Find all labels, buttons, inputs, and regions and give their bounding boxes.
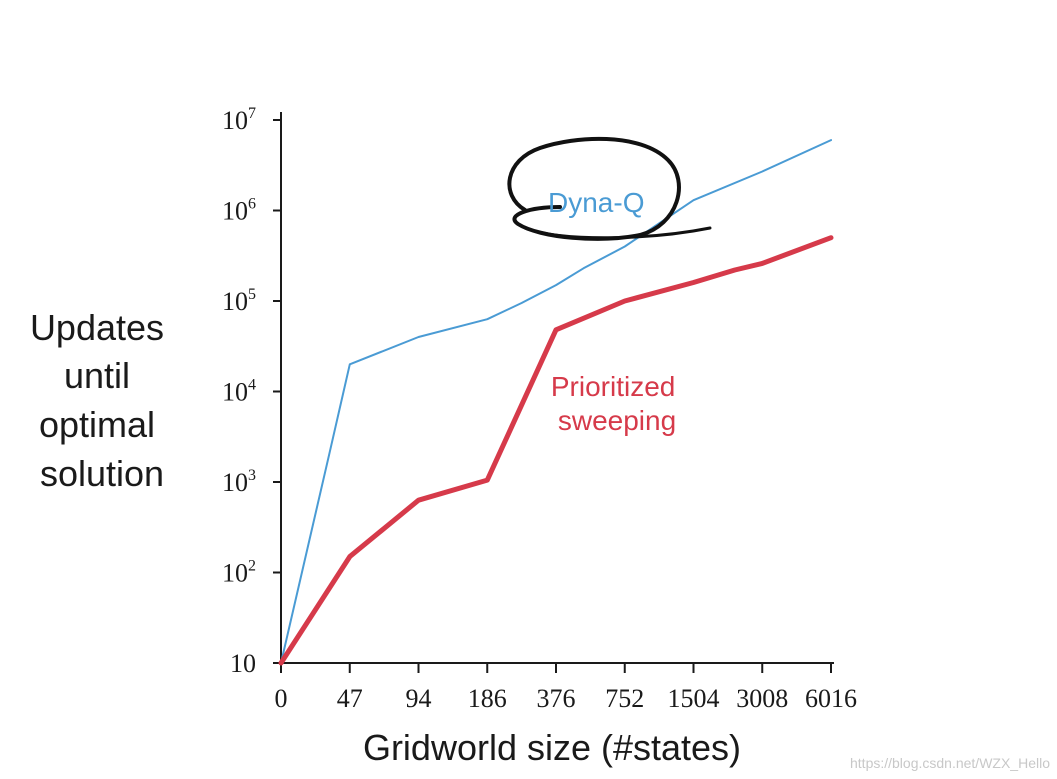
y-tick-label-base: 10 (222, 287, 248, 316)
series-label-prioritized-line-1: Prioritized (551, 371, 675, 402)
y-axis-title-line-4: solution (40, 453, 164, 494)
series-line-dyna-q (280, 139, 832, 664)
y-tick-label-exponent: 4 (248, 377, 256, 394)
y-tick-label-exponent: 7 (248, 105, 256, 122)
series-line-prioritized-sweeping (278, 235, 834, 666)
hand-drawn-circle-tail (523, 226, 712, 240)
hand-drawn-circle-annotation (507, 136, 681, 241)
y-tick-label: 104 (222, 377, 256, 407)
y-tick-label: 102 (222, 558, 256, 588)
x-tick-label: 186 (468, 684, 507, 713)
series-label-dyna-q: Dyna-Q (548, 187, 644, 218)
series-group (278, 139, 834, 666)
y-tick-label: 10 (230, 649, 256, 678)
y-tick-label-base: 10 (230, 649, 256, 678)
y-axis-title-line-1: Updates (30, 307, 164, 348)
x-ticks: 0 47 94 186 376 752 1504 3008 6016 (275, 663, 857, 713)
y-axis-title-line-3: optimal (39, 404, 155, 445)
y-tick-label: 103 (222, 467, 256, 497)
x-tick-label: 376 (537, 684, 576, 713)
y-tick-label-base: 10 (222, 559, 248, 588)
y-tick-label-base: 10 (222, 197, 248, 226)
y-axis-title: Updates until optimal solution (30, 307, 174, 494)
y-tick-label: 105 (222, 286, 256, 316)
x-axis-title: Gridworld size (#states) (363, 727, 741, 768)
y-tick-label-exponent: 6 (248, 196, 256, 213)
x-tick-label: 752 (605, 684, 644, 713)
y-tick-label-base: 10 (222, 378, 248, 407)
y-tick-label: 106 (222, 196, 256, 226)
watermark: https://blog.csdn.net/WZX_Hello (850, 755, 1050, 771)
y-tick-label-exponent: 5 (248, 286, 256, 303)
y-tick-label: 107 (222, 105, 256, 135)
y-tick-label-exponent: 3 (248, 467, 256, 484)
x-tick-label: 47 (337, 684, 363, 713)
y-axis-title-line-2: until (64, 355, 130, 396)
series-label-prioritized-sweeping: Prioritized sweeping (551, 371, 683, 436)
x-tick-label: 6016 (805, 684, 857, 713)
y-tick-label-base: 10 (222, 106, 248, 135)
x-tick-label: 0 (275, 684, 288, 713)
x-tick-label: 1504 (668, 684, 720, 713)
x-tick-label: 94 (406, 684, 432, 713)
y-tick-label-base: 10 (222, 468, 248, 497)
y-tick-label-exponent: 2 (248, 558, 256, 575)
x-tick-label: 3008 (736, 684, 788, 713)
series-label-prioritized-line-2: sweeping (558, 405, 676, 436)
